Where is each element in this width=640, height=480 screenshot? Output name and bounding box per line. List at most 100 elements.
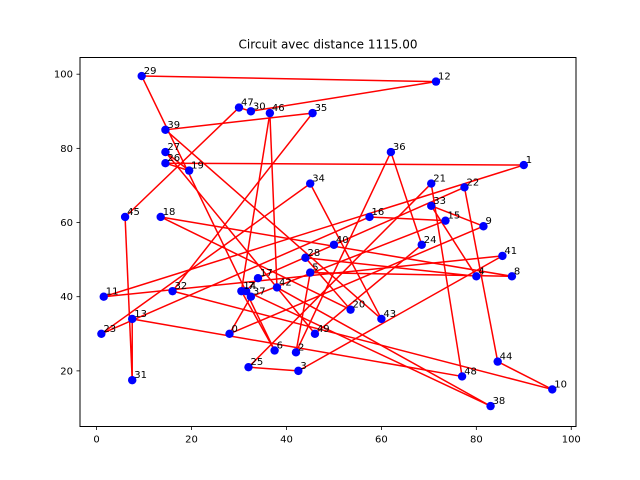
city-label-5: 5 xyxy=(312,263,318,274)
city-point-5 xyxy=(306,268,315,277)
chart-title: Circuit avec distance 1115.00 xyxy=(239,38,418,52)
city-label-38: 38 xyxy=(493,396,506,407)
tour-segment-32-10 xyxy=(172,290,553,391)
city-point-9 xyxy=(479,222,488,231)
city-point-21 xyxy=(427,179,436,188)
city-point-33 xyxy=(427,201,436,211)
tour-segment-6-29 xyxy=(141,75,276,351)
city-label-16: 16 xyxy=(372,207,385,218)
city-point-30 xyxy=(246,107,256,116)
tour-segment-46-14 xyxy=(240,113,271,292)
y-tick-label-20: 20 xyxy=(60,366,73,377)
city-label-18: 18 xyxy=(163,207,176,218)
city-label-34: 34 xyxy=(312,174,325,185)
city-point-18 xyxy=(156,212,165,222)
tour-segment-43-39 xyxy=(164,129,382,320)
city-label-0: 0 xyxy=(232,324,238,335)
tour-segment-15-16 xyxy=(369,216,446,222)
city-point-13 xyxy=(128,314,137,324)
city-label-4: 4 xyxy=(478,266,484,277)
city-point-22 xyxy=(460,183,469,192)
x-tick-label-80: 80 xyxy=(470,435,483,446)
city-label-10: 10 xyxy=(554,379,567,390)
tour-segment-37-15 xyxy=(250,219,446,298)
city-label-43: 43 xyxy=(383,309,396,320)
tour-segment-12-30 xyxy=(250,80,437,113)
city-label-23: 23 xyxy=(103,324,116,335)
city-label-13: 13 xyxy=(134,309,147,320)
tour-segment-16-23 xyxy=(101,216,370,335)
tour-segment-1-26 xyxy=(165,162,524,166)
tour-segment-34-43 xyxy=(309,183,383,320)
city-point-0 xyxy=(225,329,234,338)
city-label-21: 21 xyxy=(433,174,446,185)
city-label-29: 29 xyxy=(144,66,157,77)
city-point-39 xyxy=(161,125,170,135)
x-tick-label-100: 100 xyxy=(562,435,581,446)
city-label-17: 17 xyxy=(260,268,273,279)
tour-segment-2-5 xyxy=(295,272,311,353)
city-label-49: 49 xyxy=(317,324,330,335)
x-tick-label-20: 20 xyxy=(185,435,198,446)
city-label-1: 1 xyxy=(526,155,532,166)
city-point-15 xyxy=(441,216,450,225)
city-label-42: 42 xyxy=(279,277,292,288)
city-point-34 xyxy=(306,179,315,188)
city-label-35: 35 xyxy=(315,103,328,114)
city-point-40 xyxy=(329,240,339,249)
city-point-28 xyxy=(301,253,310,262)
city-label-19: 19 xyxy=(191,161,204,172)
x-tick-label-60: 60 xyxy=(375,435,388,446)
tour-segment-44-22 xyxy=(463,187,499,362)
tour-segment-33-9 xyxy=(430,205,484,227)
x-axis: 0 20 40 60 80 100 xyxy=(93,426,581,446)
city-point-11 xyxy=(99,292,108,301)
city-label-6: 6 xyxy=(277,340,283,351)
city-label-12: 12 xyxy=(438,72,451,83)
city-label-33: 33 xyxy=(433,196,446,207)
tour-segment-28-4 xyxy=(305,257,477,278)
tour-segment-9-0 xyxy=(229,225,484,335)
city-label-47: 47 xyxy=(241,98,254,109)
city-label-25: 25 xyxy=(250,357,263,368)
city-point-2 xyxy=(291,348,301,357)
city-label-9: 9 xyxy=(485,216,491,227)
axes-border xyxy=(79,57,577,427)
city-point-45 xyxy=(120,212,130,222)
axes-frame xyxy=(80,57,576,427)
city-point-36 xyxy=(386,147,396,157)
y-tick-label-40: 40 xyxy=(60,292,73,303)
tour-segment-11-1 xyxy=(103,164,525,298)
city-label-46: 46 xyxy=(272,103,285,114)
tour-segment-24-36 xyxy=(390,151,423,246)
city-label-7: 7 xyxy=(248,281,254,292)
tour-segment-23-34 xyxy=(100,182,311,335)
tour-segment-48-21 xyxy=(430,183,463,377)
tour-segment-42-46 xyxy=(269,113,278,288)
city-label-45: 45 xyxy=(127,207,140,218)
city-label-40: 40 xyxy=(336,235,349,246)
city-point-29 xyxy=(137,71,146,81)
x-tick-label-40: 40 xyxy=(280,435,293,446)
city-label-8: 8 xyxy=(514,266,520,277)
tour-segment-7-38 xyxy=(245,290,491,407)
city-point-35 xyxy=(308,108,317,118)
city-point-3 xyxy=(294,366,303,376)
tour-segment-29-12 xyxy=(141,75,436,83)
city-label-24: 24 xyxy=(424,235,437,246)
city-point-19 xyxy=(184,166,194,175)
city-label-11: 11 xyxy=(106,287,119,298)
city-label-14: 14 xyxy=(243,281,256,292)
city-label-44: 44 xyxy=(500,352,513,363)
city-label-20: 20 xyxy=(353,300,366,311)
city-point-14 xyxy=(237,286,246,296)
y-tick-label-80: 80 xyxy=(60,144,73,155)
tour-segment-38-42 xyxy=(276,286,491,407)
tour-segment-21-25 xyxy=(247,183,432,368)
city-point-24 xyxy=(417,240,426,249)
city-label-36: 36 xyxy=(393,142,406,153)
tour-segment-22-40 xyxy=(333,186,465,246)
tour-segment-39-35 xyxy=(165,112,313,131)
city-point-37 xyxy=(246,292,256,301)
